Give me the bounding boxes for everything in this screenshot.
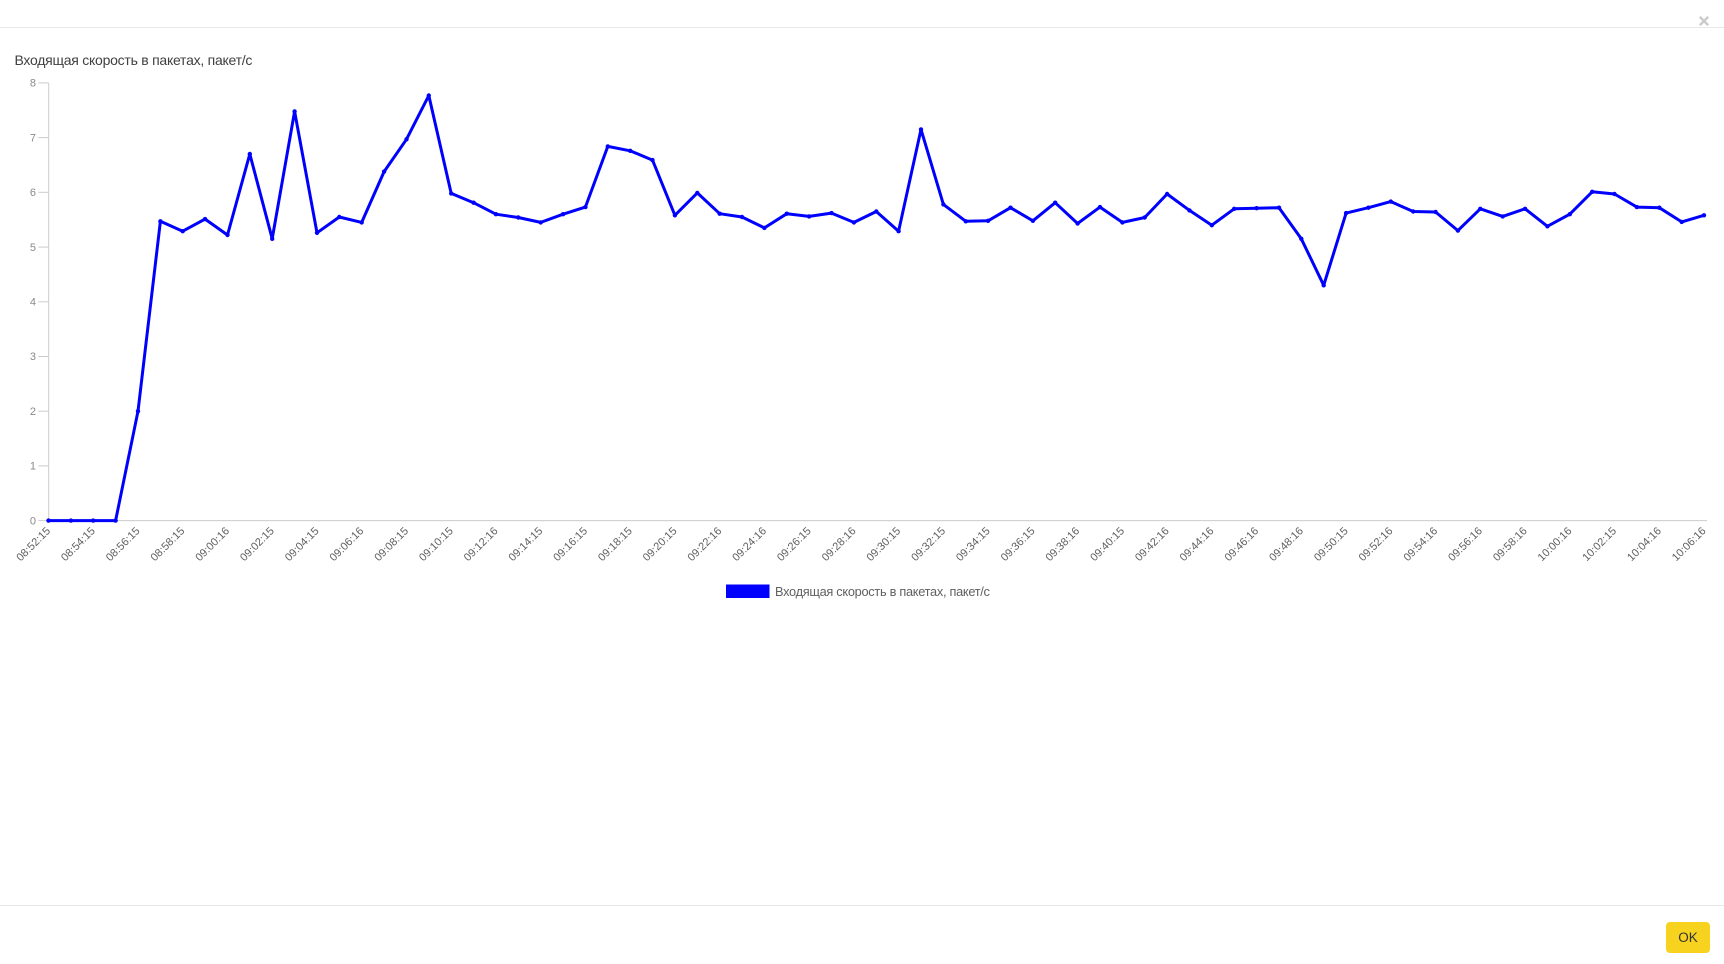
svg-text:09:44:16: 09:44:16 xyxy=(1178,525,1217,564)
svg-text:09:04:15: 09:04:15 xyxy=(283,525,322,564)
svg-text:10:06:16: 10:06:16 xyxy=(1670,525,1709,564)
svg-text:3: 3 xyxy=(30,351,36,363)
svg-text:08:58:15: 08:58:15 xyxy=(149,525,188,564)
svg-text:09:14:15: 09:14:15 xyxy=(507,525,546,564)
svg-text:09:16:15: 09:16:15 xyxy=(551,525,590,564)
svg-text:0: 0 xyxy=(30,515,36,527)
svg-text:09:42:16: 09:42:16 xyxy=(1133,525,1172,564)
svg-text:09:20:15: 09:20:15 xyxy=(641,525,680,564)
svg-text:1: 1 xyxy=(30,461,36,473)
svg-text:09:56:16: 09:56:16 xyxy=(1446,525,1485,564)
svg-text:09:00:16: 09:00:16 xyxy=(193,525,232,564)
svg-text:09:34:15: 09:34:15 xyxy=(954,525,993,564)
svg-text:09:58:16: 09:58:16 xyxy=(1491,525,1530,564)
svg-text:09:12:16: 09:12:16 xyxy=(462,525,501,564)
svg-text:09:18:15: 09:18:15 xyxy=(596,525,635,564)
svg-text:09:36:15: 09:36:15 xyxy=(999,525,1038,564)
svg-text:09:30:15: 09:30:15 xyxy=(864,525,903,564)
svg-text:09:10:15: 09:10:15 xyxy=(417,525,456,564)
svg-text:Входящая скорость в пакетах, п: Входящая скорость в пакетах, пакет/с xyxy=(775,584,991,599)
svg-text:09:28:16: 09:28:16 xyxy=(820,525,859,564)
svg-text:10:00:16: 10:00:16 xyxy=(1536,525,1575,564)
svg-text:09:50:15: 09:50:15 xyxy=(1312,525,1351,564)
svg-text:10:04:16: 10:04:16 xyxy=(1625,525,1664,564)
svg-text:4: 4 xyxy=(30,297,36,309)
svg-text:09:24:16: 09:24:16 xyxy=(730,525,769,564)
svg-text:09:52:16: 09:52:16 xyxy=(1357,525,1396,564)
svg-text:09:06:16: 09:06:16 xyxy=(328,525,367,564)
svg-text:09:54:16: 09:54:16 xyxy=(1401,525,1440,564)
svg-text:09:38:16: 09:38:16 xyxy=(1043,525,1082,564)
svg-text:5: 5 xyxy=(30,242,36,254)
svg-text:8: 8 xyxy=(30,78,36,90)
svg-text:09:48:16: 09:48:16 xyxy=(1267,525,1306,564)
svg-text:08:54:15: 08:54:15 xyxy=(59,525,98,564)
svg-text:09:22:16: 09:22:16 xyxy=(686,525,725,564)
svg-text:2: 2 xyxy=(30,406,36,418)
svg-text:09:40:15: 09:40:15 xyxy=(1088,525,1127,564)
svg-text:Входящая скорость в пакетах, п: Входящая скорость в пакетах, пакет/с xyxy=(15,52,253,68)
svg-text:08:56:15: 08:56:15 xyxy=(104,525,143,564)
svg-text:10:02:15: 10:02:15 xyxy=(1580,525,1619,564)
svg-text:09:26:15: 09:26:15 xyxy=(775,525,814,564)
svg-text:6: 6 xyxy=(30,187,36,199)
svg-text:09:08:15: 09:08:15 xyxy=(372,525,411,564)
svg-text:09:02:15: 09:02:15 xyxy=(238,525,277,564)
svg-text:09:32:15: 09:32:15 xyxy=(909,525,948,564)
svg-text:08:52:15: 08:52:15 xyxy=(14,525,53,564)
svg-text:09:46:16: 09:46:16 xyxy=(1222,525,1261,564)
svg-text:7: 7 xyxy=(30,132,36,144)
